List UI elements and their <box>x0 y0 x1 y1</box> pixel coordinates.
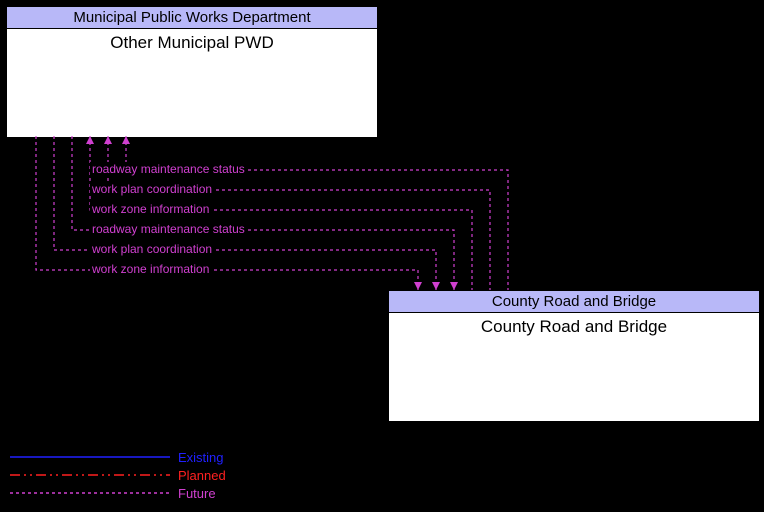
entity-title: Other Municipal PWD <box>7 29 377 57</box>
legend-line-planned <box>10 466 170 484</box>
legend: Existing Planned Future <box>10 448 226 502</box>
legend-row-existing: Existing <box>10 448 226 466</box>
flow-label: work zone information <box>90 202 211 216</box>
entity-header: Municipal Public Works Department <box>7 7 377 29</box>
flow-label: roadway maintenance status <box>90 162 247 176</box>
flow-label: roadway maintenance status <box>90 222 247 236</box>
entity-title-text: County Road and Bridge <box>481 317 667 336</box>
entity-box-municipal-pwd: Municipal Public Works Department Other … <box>6 6 378 138</box>
legend-row-planned: Planned <box>10 466 226 484</box>
entity-title: County Road and Bridge <box>389 313 759 341</box>
flow-label: work zone information <box>90 262 211 276</box>
entity-header: County Road and Bridge <box>389 291 759 313</box>
flow-label: work plan coordination <box>90 182 214 196</box>
entity-box-county-road-bridge: County Road and Bridge County Road and B… <box>388 290 760 422</box>
legend-label-planned: Planned <box>178 468 226 483</box>
legend-row-future: Future <box>10 484 226 502</box>
entity-header-text: Municipal Public Works Department <box>73 9 310 26</box>
legend-label-existing: Existing <box>178 450 224 465</box>
legend-label-future: Future <box>178 486 216 501</box>
legend-line-existing <box>10 448 170 466</box>
entity-title-text: Other Municipal PWD <box>110 33 273 52</box>
flow-label: work plan coordination <box>90 242 214 256</box>
entity-header-text: County Road and Bridge <box>492 293 656 310</box>
legend-line-future <box>10 484 170 502</box>
